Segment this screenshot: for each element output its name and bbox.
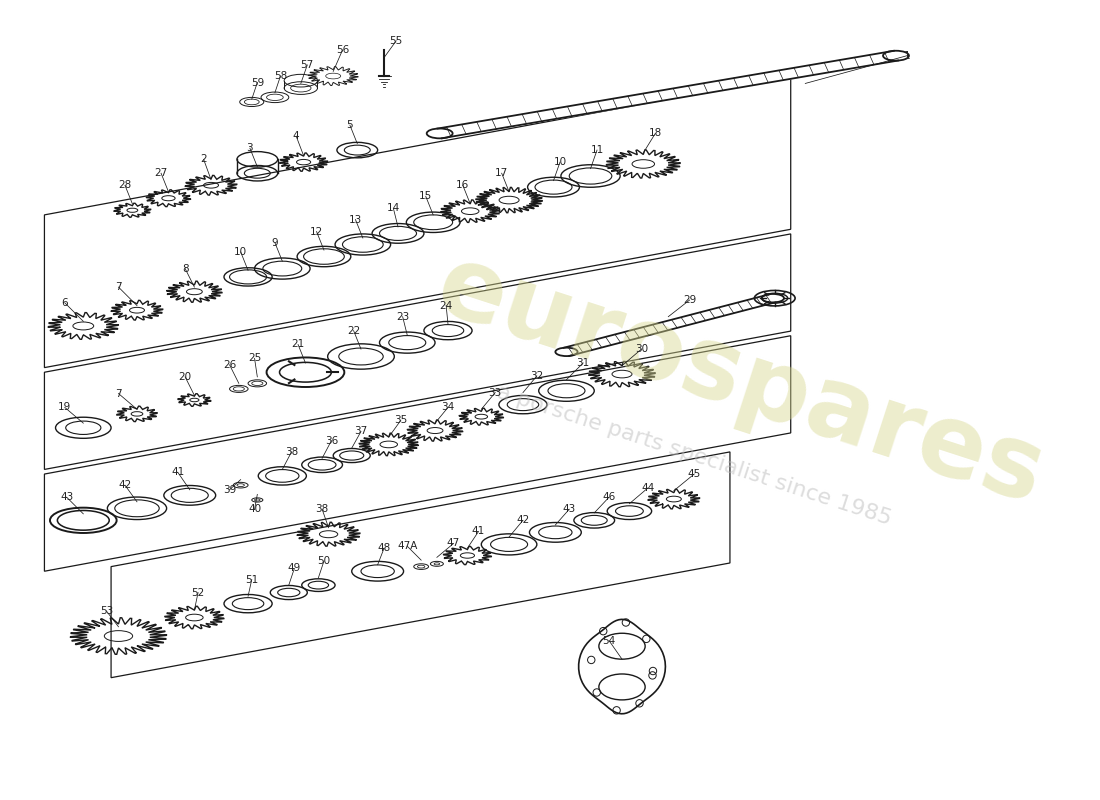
Text: 11: 11: [591, 145, 604, 155]
Text: 5: 5: [346, 120, 353, 130]
Text: 27: 27: [154, 168, 167, 178]
Text: 19: 19: [58, 402, 72, 413]
Text: 34: 34: [441, 402, 454, 413]
Text: 23: 23: [396, 312, 409, 322]
Text: 33: 33: [488, 387, 502, 398]
Text: 10: 10: [553, 157, 566, 167]
Text: 46: 46: [603, 492, 616, 502]
Text: 6: 6: [62, 298, 68, 308]
Text: 12: 12: [310, 226, 323, 237]
Text: 14: 14: [387, 203, 400, 214]
Text: 10: 10: [234, 247, 248, 257]
Text: 7: 7: [116, 282, 122, 292]
Text: 22: 22: [346, 326, 360, 335]
Text: 36: 36: [324, 436, 338, 446]
Text: 59: 59: [251, 78, 264, 87]
Text: 52: 52: [191, 587, 205, 598]
Text: 47A: 47A: [397, 542, 418, 551]
Text: 13: 13: [349, 214, 362, 225]
Text: 20: 20: [178, 372, 191, 382]
Text: 42: 42: [516, 515, 529, 526]
Text: 3: 3: [246, 143, 253, 154]
Text: 50: 50: [318, 556, 330, 566]
Text: 2: 2: [200, 154, 207, 164]
Text: 8: 8: [182, 263, 188, 274]
Text: 1: 1: [904, 50, 911, 61]
Text: 9: 9: [272, 238, 278, 248]
Text: 48: 48: [377, 543, 390, 553]
Text: 17: 17: [495, 168, 508, 178]
Text: 41: 41: [472, 526, 485, 537]
Text: 51: 51: [245, 574, 258, 585]
Text: 32: 32: [530, 371, 543, 381]
Text: 29: 29: [683, 295, 696, 305]
Text: 54: 54: [603, 636, 616, 646]
Text: 41: 41: [172, 467, 185, 477]
Text: 28: 28: [119, 180, 132, 190]
Text: 57: 57: [300, 60, 313, 70]
Text: 42: 42: [119, 480, 132, 490]
Text: 4: 4: [293, 131, 299, 142]
Text: 43: 43: [562, 504, 576, 514]
Text: 39: 39: [223, 485, 236, 494]
Text: 38: 38: [285, 447, 298, 457]
Text: 45: 45: [688, 469, 701, 479]
Text: 15: 15: [419, 191, 432, 202]
Text: 25: 25: [248, 354, 261, 363]
Text: 21: 21: [292, 339, 305, 350]
Text: 26: 26: [223, 360, 236, 370]
Text: 49: 49: [288, 563, 301, 574]
Polygon shape: [438, 51, 899, 138]
Text: 44: 44: [641, 483, 654, 493]
Text: 53: 53: [100, 606, 113, 616]
Text: 56: 56: [336, 45, 349, 55]
Text: 47: 47: [447, 538, 460, 549]
Text: 55: 55: [389, 36, 403, 46]
Text: 37: 37: [354, 426, 367, 437]
Text: 24: 24: [440, 301, 453, 310]
Text: 31: 31: [576, 358, 590, 368]
Text: 40: 40: [248, 504, 261, 514]
Text: 18: 18: [649, 129, 662, 138]
Text: 7: 7: [116, 389, 122, 398]
Text: 16: 16: [456, 180, 470, 190]
Text: 35: 35: [394, 415, 407, 426]
Polygon shape: [563, 294, 776, 356]
Text: 43: 43: [60, 492, 74, 502]
Text: eurospares: eurospares: [425, 238, 1056, 526]
Text: 38: 38: [316, 504, 329, 514]
Text: 58: 58: [274, 71, 287, 81]
Text: a porsche parts specialist since 1985: a porsche parts specialist since 1985: [494, 382, 894, 529]
Text: 30: 30: [635, 344, 648, 354]
